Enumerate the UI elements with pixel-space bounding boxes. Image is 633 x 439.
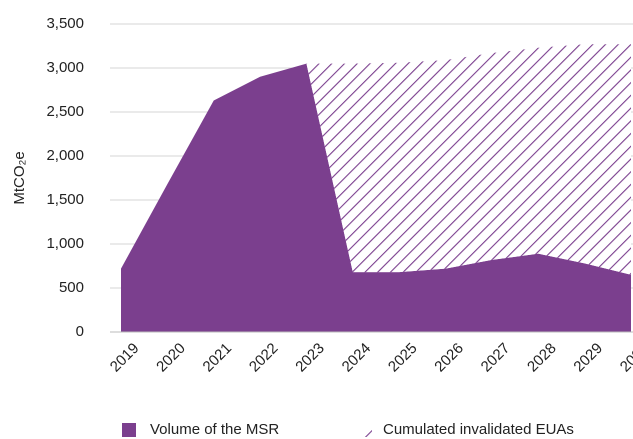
y-tick-label: 0 xyxy=(76,323,84,340)
x-tick-label: 2028 xyxy=(524,340,560,376)
legend-swatch xyxy=(358,423,372,437)
x-tick-label: 2023 xyxy=(292,340,328,376)
x-tick-label: 2019 xyxy=(107,340,143,376)
y-tick-label: 3,500 xyxy=(46,15,84,32)
x-tick-label: 2024 xyxy=(339,340,375,376)
x-tick-label: 2021 xyxy=(200,340,236,376)
msr-area xyxy=(121,63,631,332)
legend-swatch xyxy=(122,423,136,437)
y-tick-label: 2,000 xyxy=(46,147,84,164)
y-tick-label: 500 xyxy=(59,279,84,296)
x-tick-label: 2020 xyxy=(153,340,189,376)
legend-label: Cumulated invalidated EUAs xyxy=(383,421,574,438)
x-tick-label: 2025 xyxy=(385,340,421,376)
x-tick-label: 2022 xyxy=(246,340,282,376)
x-tick-label: 2027 xyxy=(478,340,514,376)
y-axis-label: MtCO₂e xyxy=(11,151,28,204)
x-tick-label: 2026 xyxy=(431,340,467,376)
x-tick-label: 2030 xyxy=(617,340,633,376)
y-tick-label: 1,500 xyxy=(46,191,84,208)
y-tick-label: 3,000 xyxy=(46,59,84,76)
invalidated-area xyxy=(306,44,631,275)
legend-label: Volume of the MSR xyxy=(150,421,279,438)
x-tick-label: 2029 xyxy=(570,340,606,376)
y-tick-label: 1,000 xyxy=(46,235,84,252)
y-tick-label: 2,500 xyxy=(46,103,84,120)
